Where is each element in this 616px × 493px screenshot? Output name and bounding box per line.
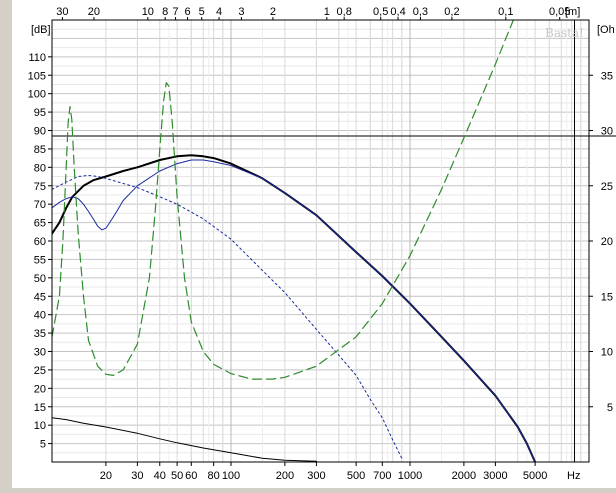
y-tick-label: 10 bbox=[34, 420, 46, 432]
y-tick-label: 60 bbox=[34, 236, 46, 248]
right-tick-label: 10 bbox=[601, 347, 613, 359]
right-tick-label: 30 bbox=[601, 126, 613, 138]
y-tick-label: 85 bbox=[34, 144, 46, 156]
right-tick-label: 20 bbox=[601, 236, 613, 248]
top-tick-label: 3 bbox=[238, 6, 244, 18]
top-tick-label: 4 bbox=[216, 6, 222, 18]
y-tick-label: 100 bbox=[28, 89, 46, 101]
series-line-4 bbox=[52, 417, 317, 462]
x-tick-label: 3000 bbox=[483, 470, 507, 482]
top-tick-label: 8 bbox=[162, 6, 168, 18]
top-tick-label: 0,4 bbox=[390, 6, 405, 18]
grid bbox=[52, 20, 589, 462]
top-tick-label: 20 bbox=[88, 6, 100, 18]
y-tick-label: 5 bbox=[40, 439, 46, 451]
right-tick-label: 25 bbox=[601, 181, 613, 193]
x-tick-label: 80 bbox=[208, 470, 220, 482]
top-tick-label: 0,3 bbox=[413, 6, 428, 18]
x-tick-label: 50 bbox=[171, 470, 183, 482]
y-tick-label: 55 bbox=[34, 254, 46, 266]
x-tick-label: 100 bbox=[222, 470, 240, 482]
right-tick-label: 5 bbox=[607, 402, 613, 414]
reference-lines bbox=[52, 20, 616, 462]
series-layer bbox=[52, 20, 537, 462]
series-line-1 bbox=[52, 159, 536, 462]
y-tick-label: 70 bbox=[34, 199, 46, 211]
top-tick-label: 2 bbox=[270, 6, 276, 18]
y-tick-label: 50 bbox=[34, 273, 46, 285]
top-unit-label: [m] bbox=[565, 6, 580, 18]
y-tick-labels: 5 10 15 20 25 30 35 40 45 50 55 60 65 70 75 80 85 90 95 100… bbox=[28, 52, 52, 451]
y-tick-label: 95 bbox=[34, 107, 46, 119]
y-tick-label: 40 bbox=[34, 310, 46, 322]
right-tick-labels: 5 10 15 20 25 30 35 bbox=[589, 70, 613, 414]
y-tick-label: 90 bbox=[34, 126, 46, 138]
top-tick-label: 6 bbox=[184, 6, 190, 18]
x-tick-label: 40 bbox=[154, 470, 166, 482]
top-tick-label: 7 bbox=[172, 6, 178, 18]
top-tick-label: 30 bbox=[56, 6, 68, 18]
top-tick-label: 5 bbox=[199, 6, 205, 18]
y-tick-label: 75 bbox=[34, 181, 46, 193]
y-tick-label: 20 bbox=[34, 383, 46, 395]
top-tick-label: 0,8 bbox=[337, 6, 352, 18]
y-unit-label: [dB] bbox=[31, 24, 51, 36]
top-tick-label: 1 bbox=[324, 6, 330, 18]
y-tick-label: 25 bbox=[34, 365, 46, 377]
x-tick-label: 700 bbox=[373, 470, 391, 482]
x-tick-label: 200 bbox=[276, 470, 294, 482]
x-tick-label: 1000 bbox=[398, 470, 422, 482]
x-unit-label: Hz bbox=[567, 470, 580, 482]
y-tick-label: 45 bbox=[34, 291, 46, 303]
x-tick-label: 2000 bbox=[452, 470, 476, 482]
y-tick-label: 110 bbox=[28, 52, 46, 64]
y-tick-label: 35 bbox=[34, 328, 46, 340]
x-tick-label: 300 bbox=[307, 470, 325, 482]
y-tick-label: 15 bbox=[34, 402, 46, 414]
top-tick-label: 10 bbox=[142, 6, 154, 18]
y-tick-label: 80 bbox=[34, 162, 46, 174]
x-tick-label: 500 bbox=[347, 470, 365, 482]
x-tick-labels: 20 30 40 50 60 80 100 200 300 500 700 1000 2000 3000 5… bbox=[100, 462, 547, 482]
right-tick-label: 15 bbox=[601, 291, 613, 303]
top-tick-label: 0,2 bbox=[444, 6, 459, 18]
x-tick-label: 5000 bbox=[523, 470, 547, 482]
right-tick-label: 35 bbox=[601, 70, 613, 82]
y-tick-label: 30 bbox=[34, 347, 46, 359]
top-tick-label: 0,1 bbox=[498, 6, 513, 18]
top-tick-label: 0,5 bbox=[373, 6, 388, 18]
x-tick-label: 60 bbox=[185, 470, 197, 482]
left-gray-strip bbox=[0, 0, 12, 488]
series-line-3 bbox=[52, 20, 514, 380]
x-tick-label: 30 bbox=[131, 470, 143, 482]
watermark: Basta! bbox=[545, 26, 584, 40]
y-tick-label: 65 bbox=[34, 218, 46, 230]
right-unit-label: [Oh bbox=[597, 24, 615, 36]
y-tick-label: 105 bbox=[28, 70, 46, 82]
top-tick-labels: 30 20 10 8 7 6 5 4 3 2 1 0,8 0,5 0,4 0,3 0,2 0,1 0,05 bbox=[56, 6, 570, 20]
series-line-2 bbox=[52, 174, 403, 459]
top-tick-label: 0,05 bbox=[549, 6, 570, 18]
x-tick-label: 20 bbox=[100, 470, 112, 482]
